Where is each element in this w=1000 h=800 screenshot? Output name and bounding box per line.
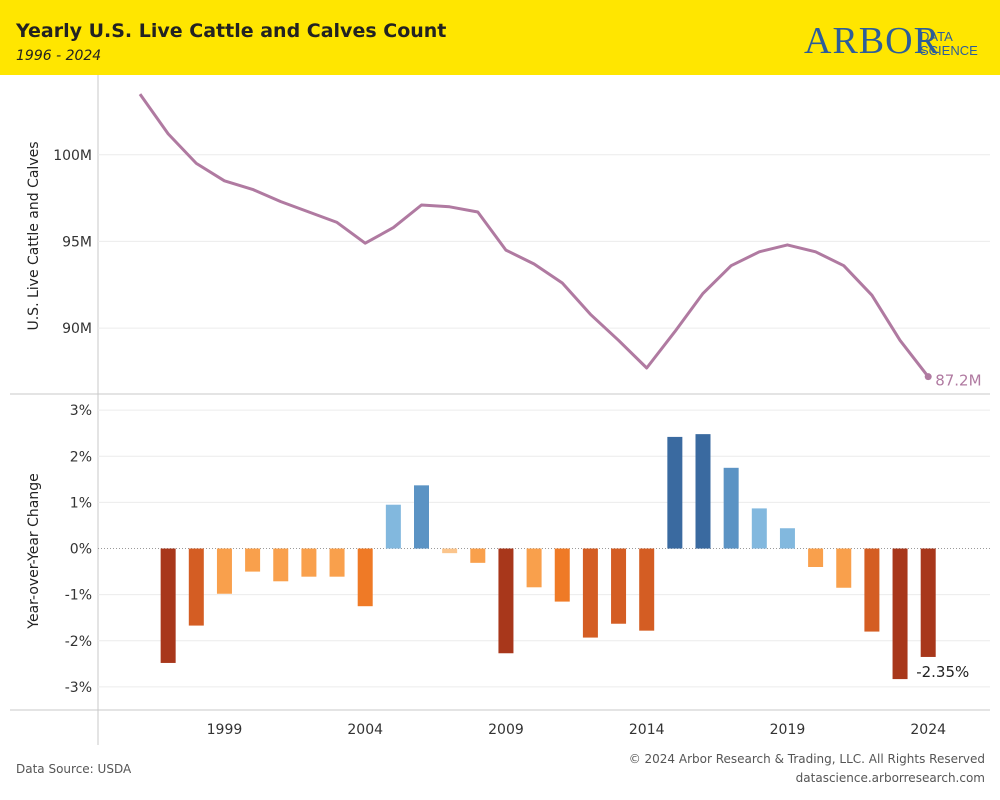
x-tick-label: 2019: [770, 722, 806, 738]
website-url: datascience.arborresearch.com: [795, 771, 985, 785]
yoy-bar: [245, 548, 261, 572]
line-gridlines: [98, 154, 990, 329]
yoy-bar: [301, 548, 317, 577]
bar-y-tick-label: 1%: [70, 495, 92, 511]
yoy-bar: [920, 548, 936, 657]
yoy-bar: [470, 548, 486, 563]
yoy-bar: [554, 548, 570, 602]
yoy-bar: [779, 528, 795, 549]
yoy-bar: [498, 548, 514, 654]
yoy-bar: [385, 504, 401, 549]
yoy-bar: [611, 548, 627, 624]
yoy-bar: [723, 467, 739, 549]
yoy-bar: [357, 548, 373, 607]
yoy-bar: [667, 436, 683, 549]
bar-y-tick-label: -2%: [65, 634, 92, 650]
yoy-bar: [329, 548, 345, 577]
line-end-label: 87.2M: [935, 372, 981, 390]
line-y-ticks: 90M 95M 100M: [53, 148, 92, 337]
line-y-tick-label: 100M: [53, 148, 92, 164]
bar-y-axis-title: Year-over-Year Change: [26, 473, 42, 629]
bar-end-label: -2.35%: [916, 663, 969, 681]
bar-y-tick-label: 3%: [70, 403, 92, 419]
line-y-axis-title: U.S. Live Cattle and Calves: [26, 141, 42, 330]
bar-y-tick-label: 0%: [70, 542, 92, 558]
yoy-bar: [695, 434, 711, 549]
yoy-bar: [751, 508, 767, 549]
bar-y-tick-label: -1%: [65, 588, 92, 604]
logo-main-text: ARBOR: [804, 20, 940, 62]
logo-sub-text-2: SCIENCE: [920, 43, 978, 58]
yoy-bar: [273, 548, 289, 582]
yoy-bar: [582, 548, 598, 638]
bar-y-tick-label: -3%: [65, 680, 92, 696]
data-source: Data Source: USDA: [16, 762, 132, 776]
line-y-tick-label: 95M: [62, 234, 92, 250]
bar-y-tick-label: 2%: [70, 449, 92, 465]
chart-subtitle: 1996 - 2024: [16, 48, 102, 64]
yoy-bar: [442, 548, 458, 554]
bar-y-ticks: -3% -2% -1% 0% 1% 2% 3%: [65, 403, 92, 696]
x-tick-label: 2024: [910, 722, 946, 738]
yoy-bar: [526, 548, 542, 588]
yoy-bar: [864, 548, 880, 632]
yoy-bar: [836, 548, 852, 588]
bar-panel: -3%-2%-1%0%1%2%3% Year-over-Year Change …: [26, 403, 990, 696]
x-tick-label: 2014: [629, 722, 665, 738]
x-tick-label: 1999: [207, 722, 243, 738]
line-panel: 90M 95M 100M U.S. Live Cattle and Calves 8…: [26, 93, 990, 390]
yoy-bar: [160, 548, 176, 663]
yoy-bar: [216, 548, 232, 594]
copyright: © 2024 Arbor Research & Trading, LLC. Al…: [628, 752, 985, 766]
chart-title: Yearly U.S. Live Cattle and Calves Count: [16, 20, 447, 42]
x-axis: 1999 2004 2009 2014 2019 2024: [207, 722, 946, 738]
line-y-tick-label: 90M: [62, 321, 92, 337]
arbor-logo: ARBOR DATA SCIENCE: [800, 16, 990, 66]
bar-series: [160, 434, 936, 680]
yoy-bar: [892, 548, 908, 680]
x-tick-label: 2009: [488, 722, 524, 738]
line-end-point: [924, 373, 932, 381]
yoy-bar: [414, 485, 429, 549]
x-tick-label: 2004: [347, 722, 383, 738]
yoy-bar: [808, 548, 824, 567]
bar-gridlines: [98, 409, 990, 688]
yoy-bar: [188, 548, 204, 626]
line-series: [138, 93, 932, 381]
header-banner: Yearly U.S. Live Cattle and Calves Count…: [0, 0, 1000, 75]
cattle-count-line: [138, 93, 930, 378]
yoy-bar: [639, 548, 655, 631]
logo-sub-text-1: DATA: [920, 29, 953, 44]
